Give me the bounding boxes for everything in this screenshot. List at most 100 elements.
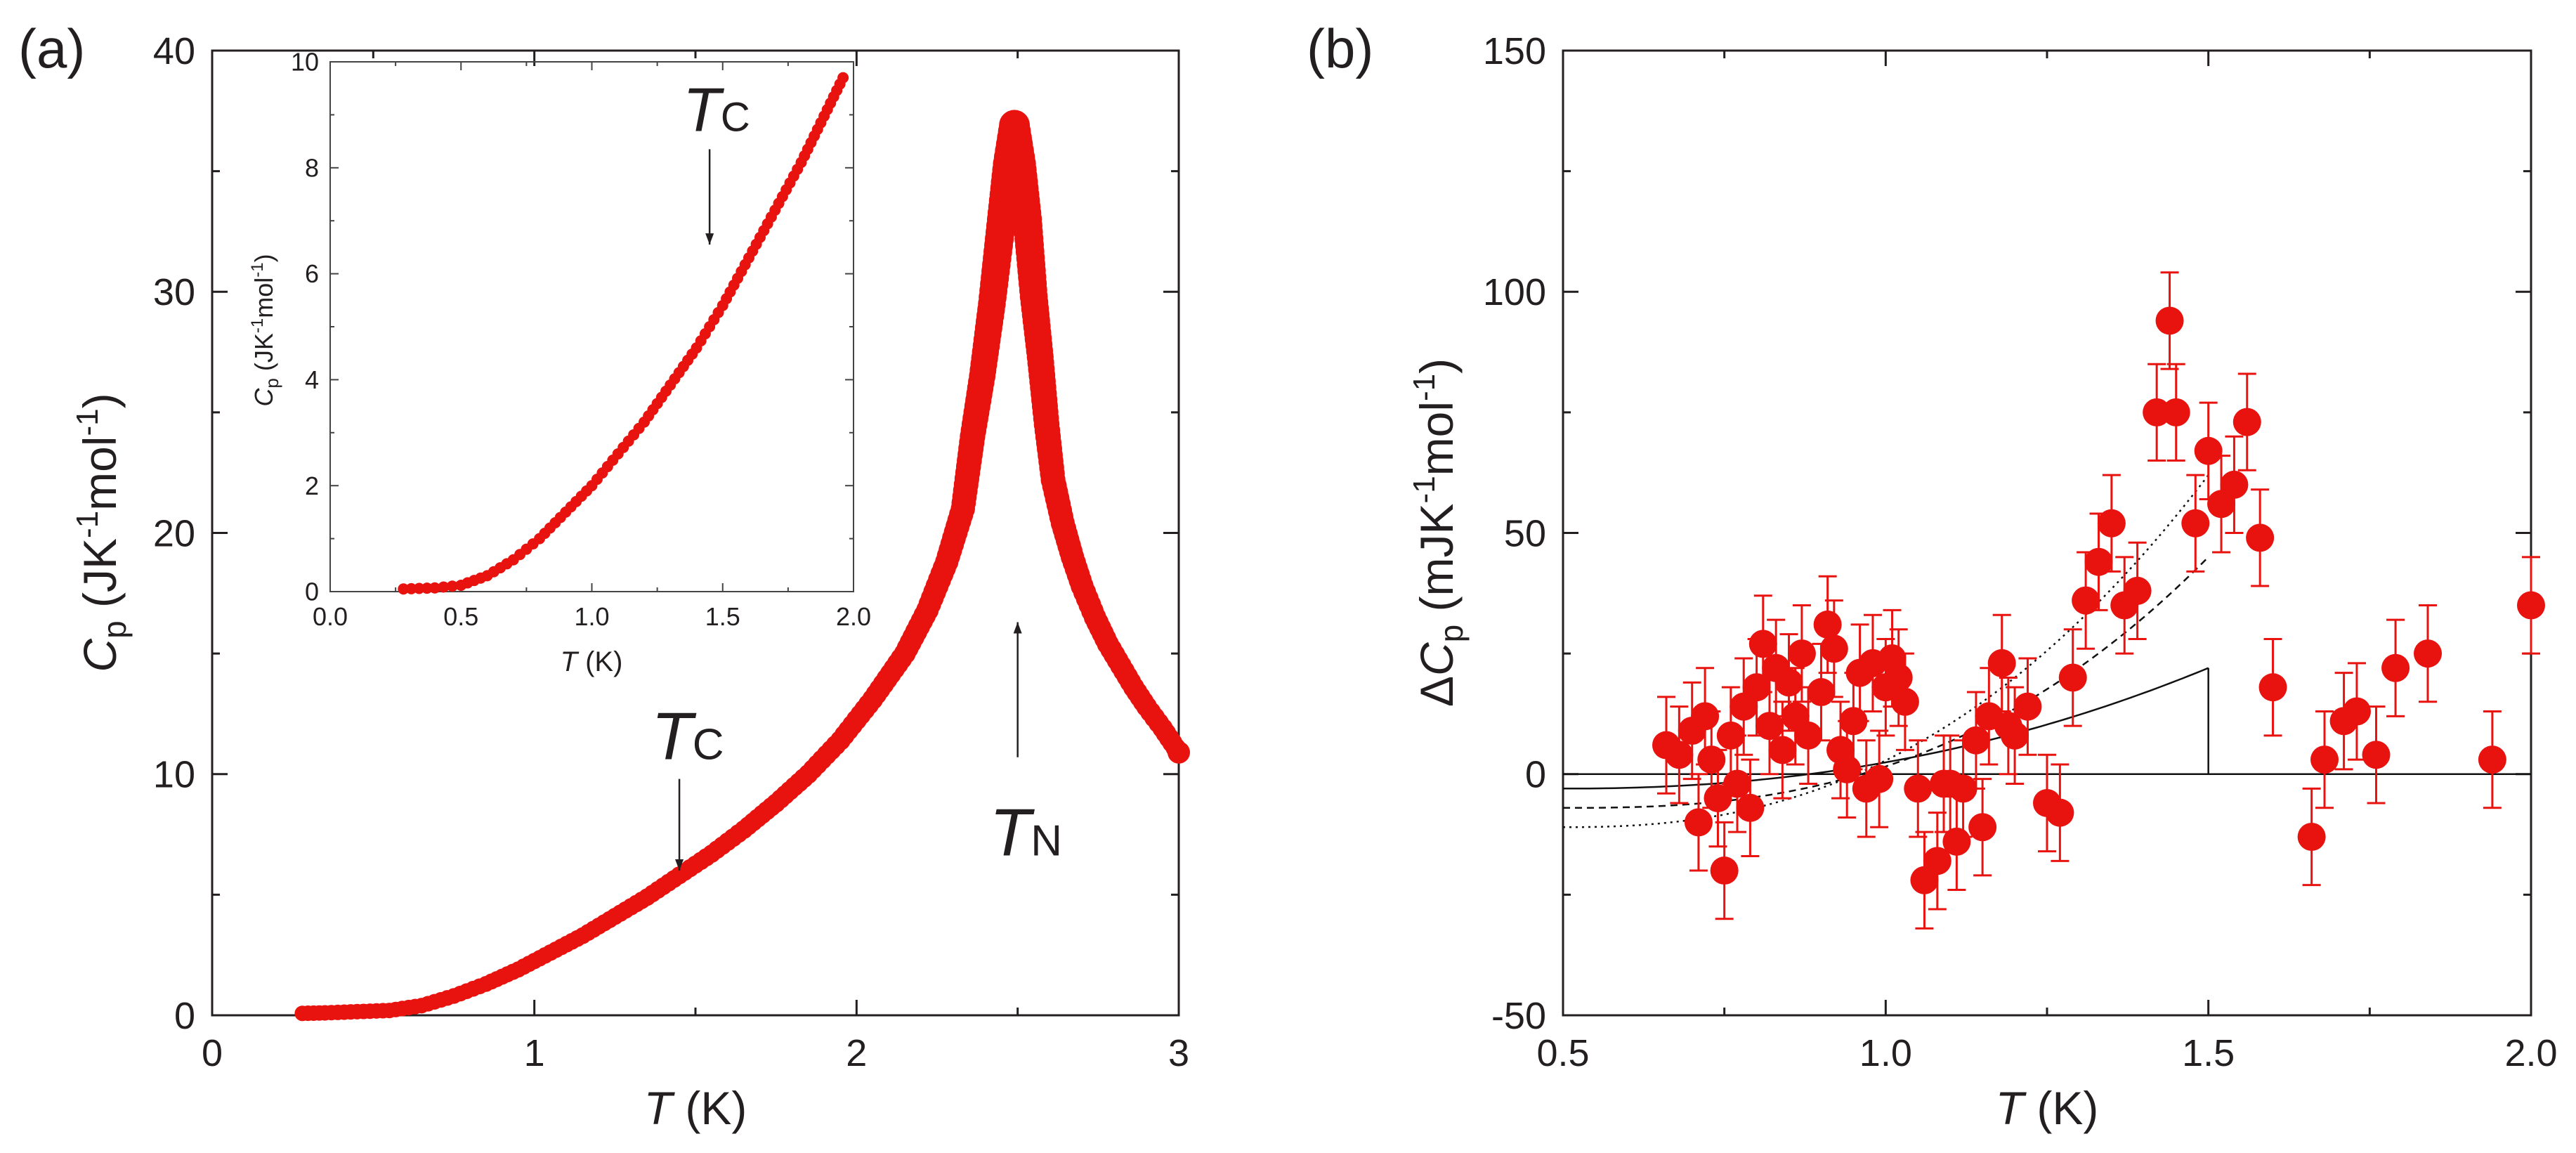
inset-ytick-label: 2 bbox=[305, 471, 319, 500]
panel-b-data-point bbox=[2310, 745, 2339, 774]
panel-b-data-point bbox=[2058, 663, 2087, 692]
panel-b-data-point bbox=[2001, 721, 2029, 750]
panel-b-data-point bbox=[2181, 509, 2210, 538]
panel-b-data-point bbox=[2220, 470, 2249, 499]
panel-b-data-point bbox=[1704, 784, 1732, 813]
inset-data-point bbox=[438, 581, 450, 593]
panel-b-data-point bbox=[1884, 663, 1913, 692]
panel-b-data-point bbox=[1755, 712, 1784, 741]
inset-xtick-label: 1.0 bbox=[574, 602, 609, 631]
inset-data-point bbox=[837, 72, 849, 84]
inset-tc-annotation: TC bbox=[683, 74, 750, 245]
panel-b-frame bbox=[1562, 49, 2532, 1017]
panel-b-data-point bbox=[2297, 822, 2326, 851]
panel-b-ytick-label: 100 bbox=[1483, 271, 1546, 313]
panel-b-data-point bbox=[1684, 808, 1713, 837]
panel-b-data-point bbox=[2517, 591, 2545, 620]
panel-b-data-point bbox=[1665, 741, 1694, 769]
inset-ytick-label: 4 bbox=[305, 365, 319, 394]
inset-xtick-label: 0.0 bbox=[313, 602, 348, 631]
panel-b-ytick-label: 150 bbox=[1483, 30, 1546, 72]
panel-a-series bbox=[294, 110, 1190, 1022]
panel-b-fit-curve-solid bbox=[1563, 667, 2209, 790]
panel-b-data-point bbox=[1942, 827, 1971, 856]
inset-xtick-label: 0.5 bbox=[443, 602, 478, 631]
inset-data-point bbox=[405, 582, 417, 594]
panel-b-data-point bbox=[2046, 798, 2074, 827]
inset-data-point bbox=[413, 582, 425, 594]
panel-b-data-point bbox=[1819, 634, 1848, 663]
panel-b-data-point bbox=[1787, 639, 1816, 668]
panel-a-ylabel: Cp (JK-1mol-1) bbox=[70, 393, 133, 672]
inset-tc-arrowhead bbox=[705, 233, 714, 245]
panel-b-data-point bbox=[2072, 586, 2100, 615]
inset-xtick-label: 2.0 bbox=[836, 602, 871, 631]
panel-b-data-point bbox=[2362, 741, 2391, 769]
panel-b-data-point bbox=[2143, 398, 2171, 426]
panel-a-ytick-label: 20 bbox=[153, 512, 195, 554]
panel-b-data-point bbox=[1987, 649, 2016, 677]
panel-b-data-point bbox=[2155, 306, 2184, 335]
inset-data-point bbox=[446, 580, 458, 592]
inset-data-point bbox=[398, 583, 410, 595]
panel-b-data-point bbox=[1865, 764, 1894, 793]
panel-b-data-point bbox=[1768, 736, 1797, 764]
inset-frame bbox=[329, 61, 854, 592]
panel-a-data-point bbox=[1168, 741, 1190, 764]
panel-a-tn-annotation: TN bbox=[990, 622, 1062, 871]
panel-b-data-point bbox=[2084, 547, 2113, 576]
panel-a-tc-label: TC bbox=[651, 699, 724, 774]
panel-a-ytick-label: 30 bbox=[153, 271, 195, 313]
panel-b-data-point bbox=[1794, 721, 1823, 750]
panel-b-data-point bbox=[2123, 576, 2152, 605]
panel-a-tn-label: TN bbox=[990, 795, 1062, 871]
panel-b-data-point bbox=[1736, 793, 1765, 822]
panel-b-data-point bbox=[2013, 692, 2042, 721]
panel-b-data-point bbox=[1774, 668, 1803, 697]
panel-b-data-point bbox=[2478, 745, 2506, 774]
panel-b-data-point bbox=[1748, 630, 1777, 658]
panel-a-tc-annotation: TC bbox=[651, 699, 724, 871]
panel-b-data-point bbox=[2414, 639, 2443, 668]
panel-a-tc-arrowhead bbox=[675, 859, 684, 871]
panel-b-data-point bbox=[1710, 856, 1739, 885]
panel-b-data-point bbox=[2194, 436, 2223, 465]
panel-b-ylabel: ΔCp (mJK-1mol-1) bbox=[1407, 358, 1470, 707]
panel-b-xtick-label: 1.0 bbox=[1859, 1032, 1912, 1074]
panel-b-xlabel: T (K) bbox=[1996, 1082, 2099, 1134]
panel-b-data-point bbox=[1813, 610, 1842, 639]
panel-a-xtick-label: 3 bbox=[1168, 1032, 1189, 1074]
panel-b-data-point bbox=[1949, 774, 1977, 803]
panel-b-data-point bbox=[1691, 702, 1720, 731]
panel-b-xtick-label: 2.0 bbox=[2504, 1032, 2557, 1074]
panel-b-ytick-label: -50 bbox=[1491, 995, 1546, 1037]
panel-b-xtick-label: 0.5 bbox=[1536, 1032, 1589, 1074]
panel-b-ticks: 0.5 1.0 1.5 2.0 -50 0 50 100 150 bbox=[1483, 30, 2558, 1074]
inset-data-point bbox=[421, 582, 433, 594]
panel-a-xlabel: T (K) bbox=[644, 1082, 747, 1134]
panel-b-data-point bbox=[1723, 769, 1752, 798]
panel-b-data-point bbox=[1923, 847, 1951, 875]
inset-xtick-label: 1.5 bbox=[705, 602, 740, 631]
panel-b-data-point bbox=[2381, 653, 2410, 682]
panel-b-data-point bbox=[1968, 813, 1997, 842]
panel-b-data-point bbox=[1961, 726, 1990, 755]
panel-a-ytick-label: 40 bbox=[153, 30, 195, 72]
panel-b-data-point bbox=[2162, 398, 2190, 426]
panel-b-ytick-label: 0 bbox=[1525, 754, 1546, 796]
inset-ytick-label: 8 bbox=[305, 153, 319, 182]
panel-b-label: (b) bbox=[1307, 18, 1373, 79]
panel-a-xtick-label: 1 bbox=[524, 1032, 545, 1074]
inset-ytick-label: 6 bbox=[305, 259, 319, 288]
panel-a-xtick-label: 2 bbox=[846, 1032, 867, 1074]
panel-b-data-point bbox=[1807, 678, 1836, 707]
panel-a-ytick-label: 10 bbox=[153, 754, 195, 796]
panel-a-tn-arrowhead bbox=[1013, 622, 1022, 634]
inset-series bbox=[398, 72, 849, 595]
panel-b-data-point bbox=[2258, 673, 2287, 702]
inset-ticks: 0.0 0.5 1.0 1.5 2.0 0 2 4 6 8 10 bbox=[291, 48, 871, 631]
panel-a-xtick-label: 0 bbox=[202, 1032, 223, 1074]
inset-ylabel: Cp (JK-1mol-1) bbox=[248, 254, 282, 406]
